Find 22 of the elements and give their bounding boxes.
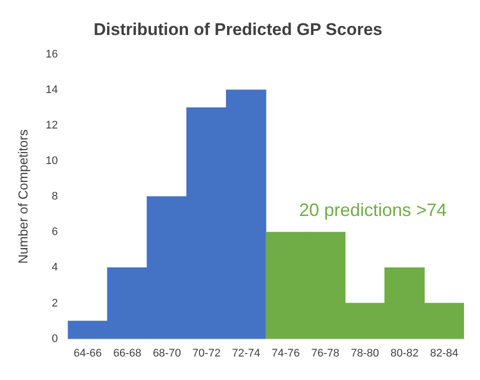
x-tick-label: 74-76 (272, 347, 300, 360)
y-tick-label: 16 (46, 48, 58, 60)
x-tick-label: 82-84 (430, 347, 458, 360)
y-tick-label: 10 (46, 155, 58, 168)
y-tick-label: 12 (46, 120, 58, 132)
x-tick-label: 76-78 (311, 347, 340, 360)
x-tick-label: 66-68 (113, 347, 142, 360)
x-tick-label: 64-66 (74, 347, 102, 360)
x-tick-label: 78-80 (350, 347, 380, 360)
x-tick-label: 72-74 (232, 347, 260, 360)
chart-title: Distribution of Predicted GP Scores (94, 20, 382, 39)
y-tick-label: 2 (52, 297, 58, 310)
y-tick-label: 0 (52, 332, 58, 345)
y-tick-label: 14 (46, 84, 58, 96)
x-tick-label: 68-70 (152, 347, 181, 360)
annotation: 20 predictions >74 (299, 200, 447, 220)
y-axis-title: Number of Competitors (15, 128, 30, 264)
x-tick-label: 80-82 (390, 347, 419, 360)
y-tick-label: 8 (52, 190, 58, 203)
x-tick-label: 70-72 (192, 347, 221, 360)
y-tick-label: 4 (52, 262, 58, 274)
y-tick-label: 6 (52, 226, 58, 238)
